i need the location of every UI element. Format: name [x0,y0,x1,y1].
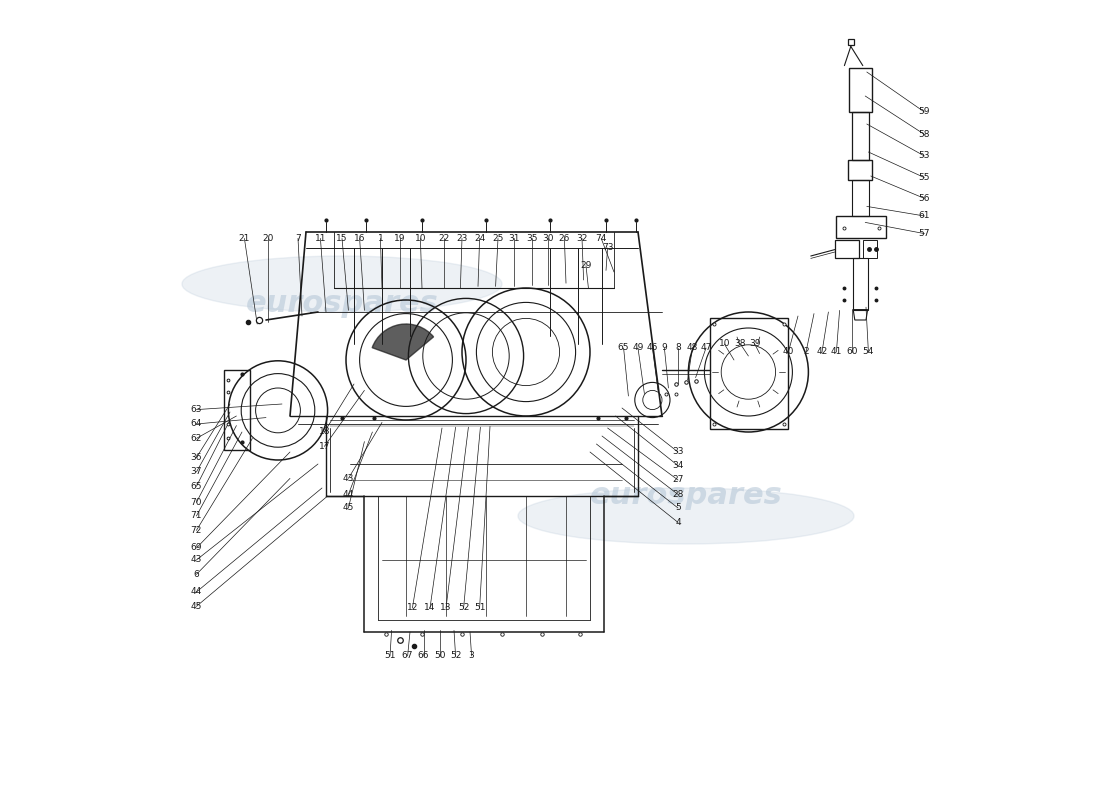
Text: 35: 35 [527,234,538,243]
Text: 14: 14 [425,603,436,613]
Text: 15: 15 [337,234,348,243]
Text: 19: 19 [394,234,405,243]
Text: 11: 11 [315,234,326,243]
Text: 17: 17 [319,442,330,451]
Text: 38: 38 [735,339,746,349]
Text: 53: 53 [918,151,931,161]
Text: eurospares: eurospares [245,290,439,318]
Text: 13: 13 [440,603,452,613]
Text: 21: 21 [239,234,250,243]
Text: 51: 51 [384,651,396,661]
Text: 55: 55 [918,173,931,182]
Text: 58: 58 [918,130,931,139]
Text: 44: 44 [190,587,202,597]
Text: 23: 23 [456,234,468,243]
Text: 28: 28 [672,490,684,499]
Text: 9: 9 [661,343,668,353]
Text: 69: 69 [190,543,202,553]
Text: 50: 50 [433,651,446,661]
Text: 49: 49 [632,343,644,353]
Text: 45: 45 [190,602,202,611]
Text: 52: 52 [450,651,461,661]
Text: 52: 52 [458,603,470,613]
Text: 32: 32 [576,234,587,243]
Text: 41: 41 [830,347,843,357]
Text: 10: 10 [718,339,730,349]
Text: 70: 70 [190,498,202,507]
Text: 56: 56 [918,194,931,203]
Text: 27: 27 [672,475,684,485]
Bar [836,216,886,238]
Text: 44: 44 [343,490,354,499]
Text: 73: 73 [602,243,614,253]
Bar [224,370,250,450]
Text: eurospares: eurospares [590,482,782,510]
Text: 31: 31 [508,234,519,243]
Text: 63: 63 [190,405,202,414]
Text: 29: 29 [581,261,592,270]
Bar [848,160,872,180]
Text: 67: 67 [402,651,414,661]
Text: 16: 16 [354,234,365,243]
Text: 6: 6 [194,570,199,579]
Text: 57: 57 [918,229,931,238]
Text: 48: 48 [686,343,698,353]
Bar [835,240,859,258]
Text: 7: 7 [295,234,301,243]
Text: 5: 5 [675,503,681,513]
Bar [851,112,869,160]
Ellipse shape [518,488,854,544]
Text: 4: 4 [675,518,681,527]
Text: 10: 10 [415,234,426,243]
Text: 1: 1 [377,234,383,243]
Text: 66: 66 [418,651,429,661]
Text: 18: 18 [319,427,330,437]
Text: 24: 24 [474,234,485,243]
Text: 72: 72 [190,526,202,535]
Text: 20: 20 [263,234,274,243]
Text: 39: 39 [749,339,760,349]
Text: 65: 65 [618,343,629,353]
Text: 22: 22 [439,234,450,243]
Text: 12: 12 [407,603,418,613]
Text: 45: 45 [343,503,354,513]
Text: 46: 46 [647,343,658,353]
Text: 34: 34 [672,461,684,470]
Text: 3: 3 [469,651,474,661]
Text: 54: 54 [862,347,874,357]
Text: 2: 2 [803,347,808,357]
Text: 51: 51 [474,603,485,613]
Text: 65: 65 [190,482,202,491]
Text: 40: 40 [783,347,794,357]
Ellipse shape [182,256,502,312]
Text: 71: 71 [190,511,202,521]
Bar [851,180,869,216]
Text: 36: 36 [190,453,202,462]
Bar [710,318,789,429]
Wedge shape [372,324,433,360]
Text: 8: 8 [675,343,681,353]
Bar [854,258,868,310]
Text: 64: 64 [190,419,202,429]
Text: 42: 42 [816,347,827,357]
Bar [862,240,877,258]
Text: 25: 25 [493,234,504,243]
Text: 30: 30 [542,234,554,243]
Text: 43: 43 [343,474,354,483]
Text: 47: 47 [701,343,712,353]
Text: 33: 33 [672,447,684,457]
Text: 37: 37 [190,467,202,477]
Text: 60: 60 [847,347,858,357]
Text: 59: 59 [918,107,931,117]
Text: 74: 74 [595,234,607,243]
Text: 61: 61 [918,211,931,221]
Text: 26: 26 [559,234,570,243]
Text: 62: 62 [190,434,202,443]
Text: 43: 43 [190,555,202,565]
Bar [849,68,871,112]
